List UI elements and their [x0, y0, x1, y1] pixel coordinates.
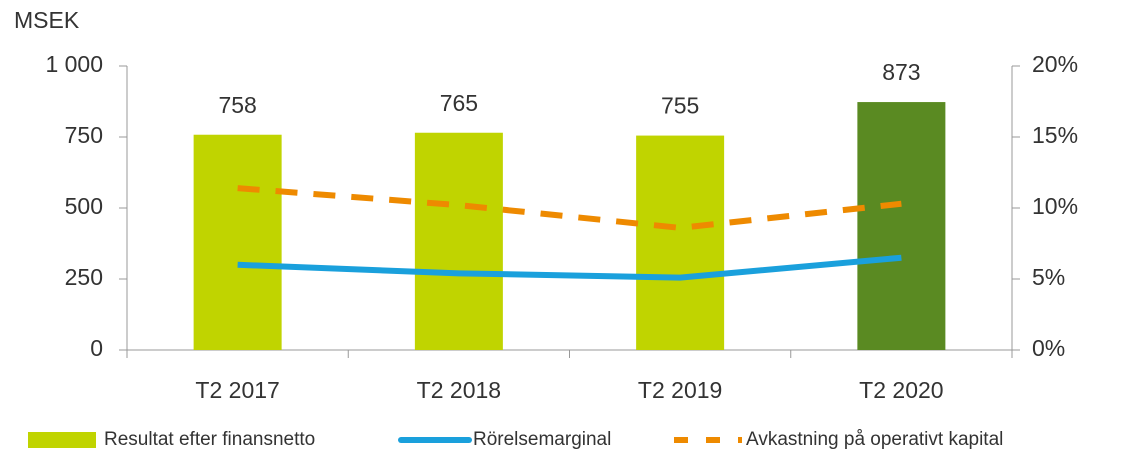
- bar: [636, 135, 725, 350]
- line-2: [237, 185, 902, 231]
- y-tick-label: 250: [65, 264, 103, 290]
- x-tick-label: T2 2017: [195, 377, 279, 403]
- y-tick-label: 500: [65, 193, 103, 219]
- y2-tick-label: 0%: [1032, 335, 1065, 361]
- x-tick-label: T2 2019: [638, 377, 722, 403]
- data-label: 765: [440, 90, 478, 116]
- x-tick-label: T2 2018: [417, 377, 501, 403]
- y2-tick-label: 5%: [1032, 264, 1065, 290]
- legend-label: Rörelsemarginal: [473, 429, 611, 450]
- bar: [414, 132, 503, 350]
- y2-tick-label: 10%: [1032, 193, 1078, 219]
- legend-swatch: [28, 432, 96, 448]
- y-tick-label: 0: [90, 335, 103, 361]
- y-axis-label: MSEK: [14, 7, 80, 33]
- legend-label: Avkastning på operativt kapital: [746, 429, 1003, 450]
- y2-tick-label: 20%: [1032, 51, 1078, 77]
- bar: [193, 134, 282, 350]
- x-tick-label: T2 2020: [859, 377, 943, 403]
- y-tick-label: 1 000: [45, 51, 103, 77]
- data-label: 755: [661, 93, 699, 119]
- data-label: 758: [218, 92, 256, 118]
- legend-label: Resultat efter finansnetto: [104, 429, 315, 450]
- y2-tick-label: 15%: [1032, 122, 1078, 148]
- line-1: [237, 254, 902, 281]
- data-label: 873: [882, 59, 920, 85]
- y-tick-label: 750: [65, 122, 103, 148]
- bar: [857, 102, 946, 351]
